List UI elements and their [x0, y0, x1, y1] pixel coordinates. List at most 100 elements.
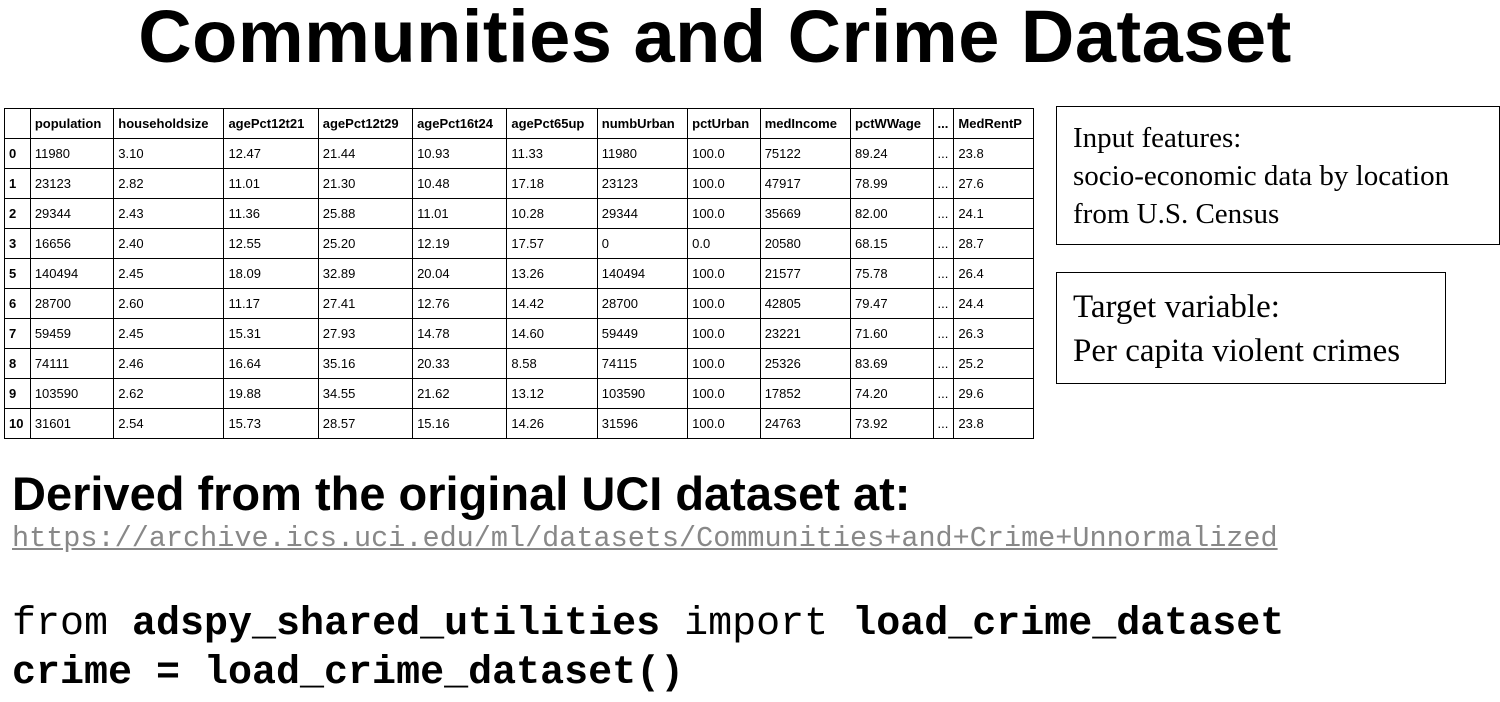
table-cell: 23.8 — [953, 408, 1034, 439]
table-cell: ... — [932, 168, 955, 199]
table-cell: 59459 — [29, 318, 115, 349]
column-header: agePct12t21 — [223, 108, 319, 139]
table-cell: 0.0 — [687, 228, 761, 259]
table-cell: 24763 — [759, 408, 852, 439]
table-cell: 12.55 — [223, 228, 319, 259]
table-cell: 28.7 — [953, 228, 1034, 259]
table-cell: ... — [932, 378, 955, 409]
table-cell: 15.73 — [223, 408, 319, 439]
table-header-row: population householdsize agePct12t21 agePct… — [4, 108, 1034, 139]
code-snippet: from adspy_shared_utilities import load_… — [12, 600, 1284, 698]
table-cell: 140494 — [29, 258, 115, 289]
table-cell: 24.1 — [953, 198, 1034, 229]
table-cell: 103590 — [596, 378, 689, 409]
table-cell: 11.01 — [412, 198, 508, 229]
table-cell: 11.36 — [223, 198, 319, 229]
table-cell: 82.00 — [850, 198, 934, 229]
table-cell: ... — [932, 198, 955, 229]
row-index: 1 — [4, 168, 31, 199]
table-cell: 24.4 — [953, 288, 1034, 319]
table-cell: 20.04 — [412, 258, 508, 289]
table-cell: 20580 — [759, 228, 852, 259]
table-cell: 73.92 — [850, 408, 934, 439]
table-cell: ... — [932, 408, 955, 439]
table-row: 8 74111 2.46 16.64 35.16 20.33 8.58 74115 100.0 2… — [4, 348, 1034, 379]
target-variable-box: Target variable: Per capita violent crim… — [1056, 272, 1446, 384]
table-cell: 34.55 — [317, 378, 414, 409]
table-cell: 0 — [596, 228, 689, 259]
dataset-link[interactable]: https://archive.ics.uci.edu/ml/datasets/… — [12, 522, 1278, 555]
target-variable-desc: Per capita violent crimes — [1073, 333, 1401, 369]
table-cell: ... — [932, 138, 955, 169]
table-cell: 18.09 — [223, 258, 319, 289]
table-cell: 25326 — [759, 348, 852, 379]
table-cell: 15.16 — [412, 408, 508, 439]
column-header: pctWWage — [850, 108, 934, 139]
table-cell: 100.0 — [687, 288, 761, 319]
table-cell: 28.57 — [317, 408, 414, 439]
table-cell: 19.88 — [223, 378, 319, 409]
table-cell: 21.30 — [317, 168, 414, 199]
table-cell: 14.42 — [506, 288, 598, 319]
table-cell: 27.6 — [953, 168, 1034, 199]
table-cell: 2.46 — [113, 348, 225, 379]
code-from: from — [12, 602, 109, 647]
table-cell: 100.0 — [687, 378, 761, 409]
table-cell: 23123 — [596, 168, 689, 199]
row-index: 6 — [4, 288, 31, 319]
table-cell: 2.60 — [113, 288, 225, 319]
table-cell: 78.99 — [850, 168, 934, 199]
table-cell: 13.26 — [506, 258, 598, 289]
table-cell: 27.41 — [317, 288, 414, 319]
table-cell: 32.89 — [317, 258, 414, 289]
table-cell: 10.28 — [506, 198, 598, 229]
table-cell: 31601 — [29, 408, 115, 439]
row-index: 2 — [4, 198, 31, 229]
table-cell: 23.8 — [953, 138, 1034, 169]
table-cell: 59449 — [596, 318, 689, 349]
table-cell: 16.64 — [223, 348, 319, 379]
table-cell: 15.31 — [223, 318, 319, 349]
table-cell: ... — [932, 318, 955, 349]
table-cell: 27.93 — [317, 318, 414, 349]
dataframe-preview: population householdsize agePct12t21 agePct… — [4, 108, 1034, 440]
input-features-label: Input features: — [1073, 122, 1242, 154]
table-cell: 25.20 — [317, 228, 414, 259]
table-cell: 100.0 — [687, 138, 761, 169]
data-table: population householdsize agePct12t21 agePct… — [4, 108, 1034, 439]
column-header: agePct65up — [506, 108, 598, 139]
table-cell: 2.45 — [113, 318, 225, 349]
row-index: 7 — [4, 318, 31, 349]
code-line-2: crime = load_crime_dataset() — [12, 651, 685, 696]
table-cell: 68.15 — [850, 228, 934, 259]
table-cell: 13.12 — [506, 378, 598, 409]
table-cell: 17852 — [759, 378, 852, 409]
column-header: agePct16t24 — [412, 108, 508, 139]
table-cell: 21577 — [759, 258, 852, 289]
table-cell: 12.19 — [412, 228, 508, 259]
table-cell: 29344 — [29, 198, 115, 229]
table-cell: 75.78 — [850, 258, 934, 289]
table-cell: 140494 — [596, 258, 689, 289]
table-cell: 100.0 — [687, 258, 761, 289]
table-cell: 23221 — [759, 318, 852, 349]
column-header: numbUrban — [596, 108, 689, 139]
table-cell: 35.16 — [317, 348, 414, 379]
table-cell: 14.78 — [412, 318, 508, 349]
table-cell: 25.2 — [953, 348, 1034, 379]
code-import: import — [684, 602, 829, 647]
row-index: 3 — [4, 228, 31, 259]
table-row: 1 23123 2.82 11.01 21.30 10.48 17.18 23123 100.0… — [4, 168, 1034, 199]
table-cell: 20.33 — [412, 348, 508, 379]
table-cell: 11980 — [29, 138, 115, 169]
table-cell: 8.58 — [506, 348, 598, 379]
row-index: 10 — [4, 408, 31, 439]
input-features-source: from U.S. Census — [1073, 198, 1280, 230]
table-cell: 83.69 — [850, 348, 934, 379]
table-cell: 17.18 — [506, 168, 598, 199]
table-row: 9 103590 2.62 19.88 34.55 21.62 13.12 103590 100… — [4, 378, 1034, 409]
table-cell: 12.47 — [223, 138, 319, 169]
table-row: 7 59459 2.45 15.31 27.93 14.78 14.60 59449 100.0… — [4, 318, 1034, 349]
table-row: 10 31601 2.54 15.73 28.57 15.16 14.26 31596 100.… — [4, 408, 1034, 439]
table-cell: 3.10 — [113, 138, 225, 169]
